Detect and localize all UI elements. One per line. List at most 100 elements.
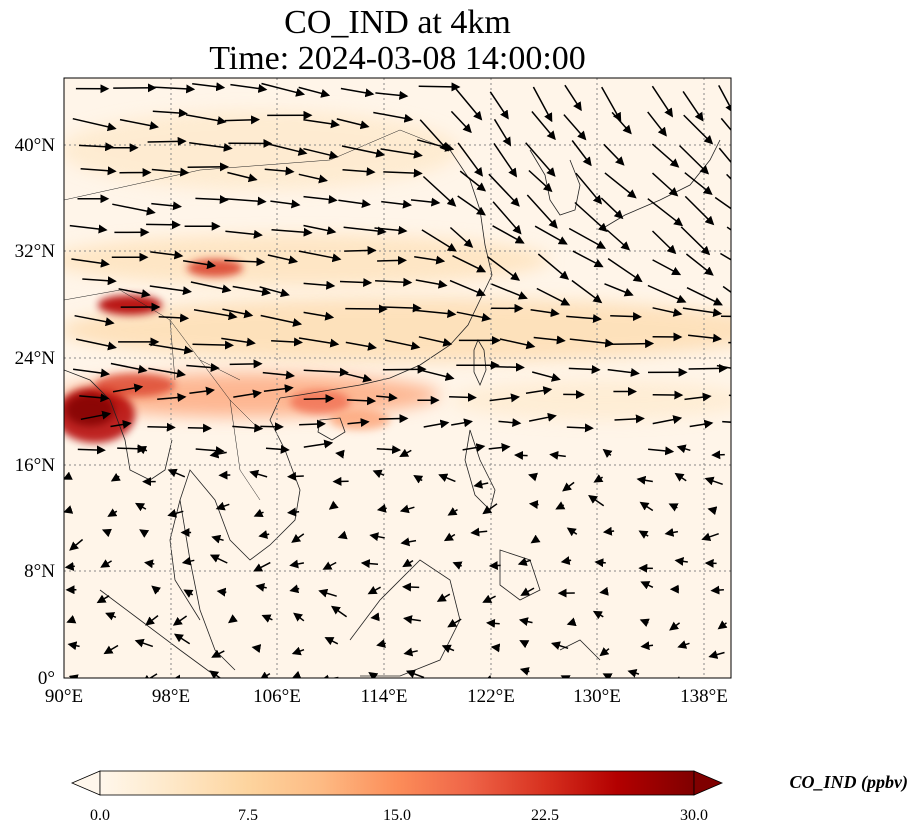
- wind-arrow: [375, 277, 413, 287]
- wind-arrow: [211, 649, 225, 658]
- wind-arrow: [708, 650, 725, 659]
- lon-tick-label: 130°E: [573, 686, 621, 707]
- wind-arrow: [303, 439, 334, 449]
- wind-arrow: [253, 508, 264, 518]
- wind-arrow: [182, 260, 217, 270]
- wind-arrow: [152, 108, 188, 118]
- wind-arrow: [112, 383, 144, 393]
- wind-arrow: [530, 534, 541, 544]
- wind-arrow: [66, 614, 77, 624]
- wind-arrow: [450, 110, 472, 134]
- wind-arrow: [600, 197, 624, 220]
- wind-arrow: [189, 386, 215, 396]
- wind-arrow: [689, 419, 714, 429]
- wind-arrow: [420, 369, 455, 381]
- wind-arrow: [566, 527, 578, 537]
- coast-malay: [169, 499, 201, 621]
- wind-arrow: [259, 671, 271, 678]
- wind-arrow: [707, 506, 718, 516]
- lon-tick-label: 98°E: [152, 686, 190, 707]
- wind-arrow: [482, 503, 498, 515]
- wind-arrow: [369, 532, 385, 542]
- coast-hainan: [317, 417, 346, 441]
- wind-arrow: [483, 675, 494, 678]
- wind-arrow: [718, 147, 731, 164]
- wind-arrow: [374, 225, 408, 235]
- wind-arrow: [261, 82, 306, 97]
- wind-arrow: [145, 615, 159, 626]
- wind-arrow: [64, 505, 74, 514]
- wind-arrow: [651, 143, 680, 168]
- wind-arrow: [652, 259, 682, 276]
- wind-arrow: [64, 471, 73, 480]
- wind-arrow: [669, 621, 681, 631]
- wind-arrow: [303, 194, 338, 204]
- wind-arrow: [452, 561, 463, 570]
- wind-arrow: [377, 255, 407, 265]
- wind-arrow: [303, 394, 335, 404]
- wind-arrow: [344, 245, 377, 255]
- wind-arrow: [298, 337, 340, 348]
- wind-arrow: [149, 285, 192, 296]
- wind-arrow: [181, 556, 195, 566]
- wind-arrow: [209, 449, 227, 459]
- wind-arrow: [566, 617, 577, 627]
- wind-arrow: [593, 474, 604, 483]
- wind-arrow: [72, 117, 117, 132]
- wind-arrow: [376, 503, 387, 513]
- wind-arrow: [376, 445, 402, 455]
- wind-arrow: [526, 194, 558, 229]
- wind-arrow: [410, 197, 441, 207]
- wind-arrow: [399, 504, 415, 514]
- wind-arrow: [549, 450, 566, 460]
- wind-arrow: [574, 201, 608, 233]
- wind-arrow: [421, 229, 457, 252]
- colorbar-tick-label: 30.0: [680, 807, 708, 824]
- wind-arrow: [253, 561, 271, 572]
- wind-arrow: [569, 338, 615, 348]
- wind-arrow: [193, 309, 238, 321]
- chart-title-line2: Time: 2024-03-08 14:00:00: [209, 40, 586, 77]
- wind-arrow: [343, 226, 387, 236]
- wind-arrow: [716, 364, 731, 369]
- pacific-haze: [450, 380, 731, 420]
- wind-arrow: [459, 170, 487, 192]
- wind-arrow: [171, 674, 189, 678]
- wind-arrow: [291, 670, 302, 678]
- wind-arrow: [147, 422, 176, 432]
- wind-arrow: [251, 644, 262, 653]
- wind-arrow: [647, 284, 687, 303]
- wind-arrow: [189, 142, 233, 152]
- wind-arrow: [651, 230, 677, 255]
- wind-arrow: [339, 277, 373, 287]
- wind-arrow: [380, 148, 423, 159]
- wind-arrow: [258, 530, 270, 539]
- wind-arrow: [453, 86, 483, 121]
- wind-arrow: [607, 368, 640, 377]
- wind-arrow: [221, 196, 267, 206]
- wind-arrow: [603, 143, 625, 166]
- wind-arrow: [382, 303, 422, 313]
- wind-arrow: [499, 338, 536, 350]
- coast-sumatra: [99, 589, 211, 673]
- wind-arrow: [287, 471, 304, 481]
- wind-arrow: [452, 255, 487, 273]
- co-concentration-field: [64, 78, 731, 678]
- lat-tick-labels: 0° 8°N 16°N 24°N 32°N 40°N: [15, 135, 56, 689]
- wind-arrow: [441, 644, 455, 654]
- wind-arrow: [262, 370, 295, 380]
- wind-arrow: [291, 533, 305, 543]
- wind-arrow: [157, 393, 187, 403]
- gridlines: [64, 78, 731, 678]
- wind-arrow: [64, 561, 75, 571]
- wind-arrow: [211, 534, 224, 544]
- wind-arrow: [449, 279, 486, 297]
- colorbar-gradient: [99, 770, 695, 796]
- wind-arrow: [303, 280, 336, 290]
- wind-arrow: [525, 386, 553, 395]
- wind-arrow: [341, 372, 373, 383]
- wind-arrow: [75, 338, 117, 351]
- wind-arrow: [652, 307, 683, 317]
- wind-arrow: [328, 500, 339, 510]
- colorbar-title: CO_IND (ppbv): [790, 772, 909, 793]
